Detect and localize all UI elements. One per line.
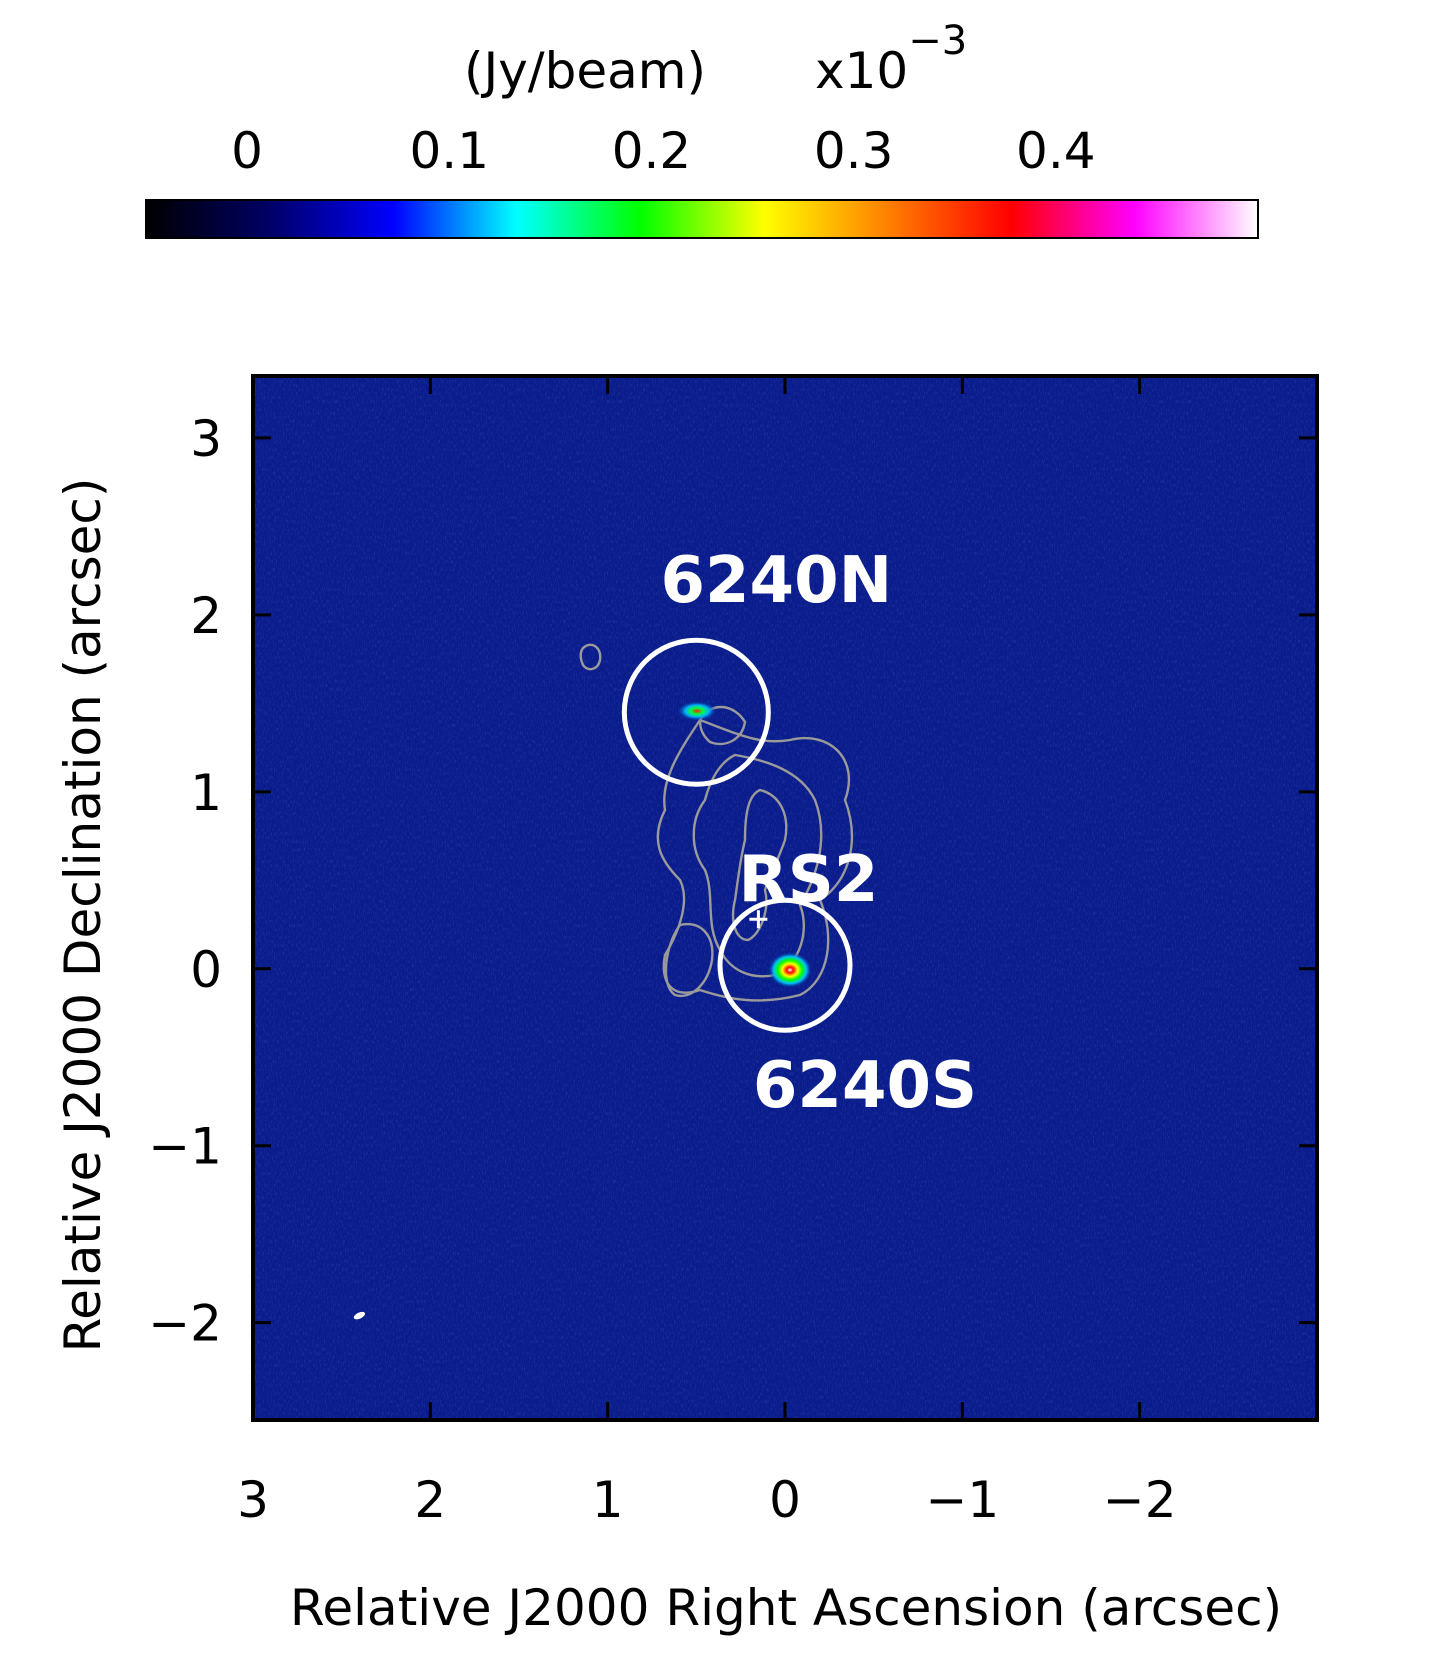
source-circle-6240N [621,637,771,787]
x-tick-label: 1 [592,1471,624,1529]
y-axis: −2 −1 0 1 2 3 [148,410,1317,1353]
x-tick-label: 0 [769,1471,801,1529]
emission-peak-6240N [677,701,717,721]
marker-label-RS2: RS2 [738,843,878,917]
colorbar-tick-label: 0.2 [612,122,692,180]
colorbar-tick-label: 0.3 [814,122,894,180]
marker-annotations: RS2 [738,843,878,929]
colorbar: (Jy/beam) x10−3 0 0.1 0.2 0.3 0.4 [145,18,1259,239]
y-tick-label: −2 [148,1295,222,1353]
colorbar-tick-label: 0.1 [410,122,490,180]
source-label-6240N: 6240N [660,544,892,618]
contour-north-tail [698,705,747,746]
x-axis-title: Relative J2000 Right Ascension (arcsec) [290,1579,1282,1637]
x-tick-label: −2 [1103,1471,1177,1529]
y-tick-label: −1 [148,1118,222,1176]
colorbar-label: (Jy/beam) [464,42,706,100]
contour-inner [731,788,788,942]
x-tick-label: 2 [414,1471,446,1529]
contour-isolated [579,643,602,671]
y-axis-title: Relative J2000 Declination (arcsec) [54,478,112,1353]
y-tick-label: 3 [190,410,222,468]
colorbar-tick-label: 0 [231,122,263,180]
colorbar-multiplier: x10−3 [815,18,967,100]
contour-mid [692,753,823,978]
contour-overlay [579,643,853,1002]
y-tick-label: 2 [190,587,222,645]
source-circle-6240S [717,897,853,1033]
emission-peaks [677,701,812,988]
contour-west-lobe [664,922,714,998]
y-tick-label: 0 [190,941,222,999]
source-label-6240S: 6240S [753,1049,977,1123]
colorbar-tick-labels: 0 0.1 0.2 0.3 0.4 [231,122,1095,180]
emission-peak-6240S [768,952,812,988]
x-tick-label: 3 [237,1471,269,1529]
beam-ellipse [353,1311,365,1320]
colorbar-gradient [145,199,1259,239]
x-tick-label: −1 [925,1471,999,1529]
colorbar-multiplier-base: x10 [815,42,908,100]
x-axis: 3 2 1 0 −1 −2 [237,376,1177,1529]
source-annotations: 6240N 6240S [621,544,977,1123]
contour-outer [656,718,853,1002]
y-tick-label: 1 [190,764,222,822]
plot-area: 6240N 6240S RS2 [253,376,1317,1420]
colorbar-tick-label: 0.4 [1016,122,1096,180]
colorbar-multiplier-exp: −3 [908,18,967,64]
